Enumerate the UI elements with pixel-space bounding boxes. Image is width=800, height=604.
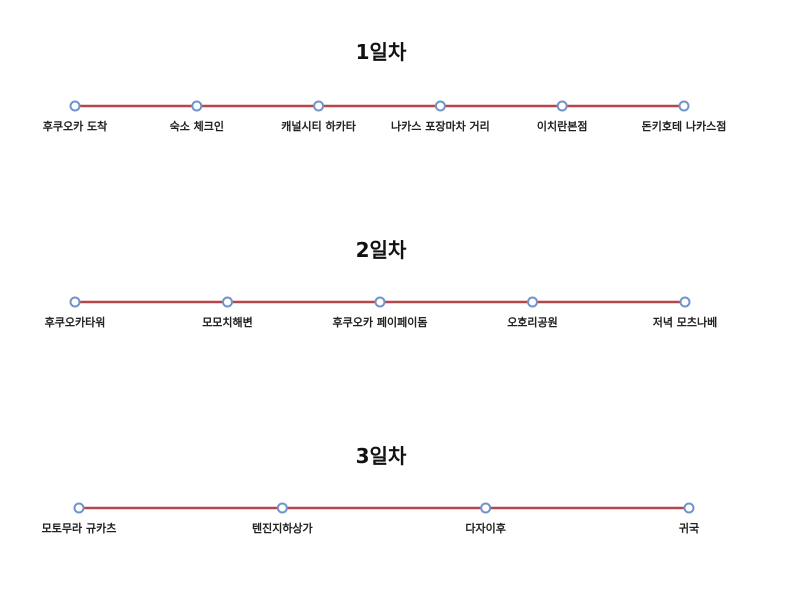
stop-node xyxy=(69,296,81,308)
stop-label: 캐널시티 하카타 xyxy=(281,119,357,133)
stop-label: 나카스 포장마차 거리 xyxy=(391,119,490,133)
stop-node xyxy=(313,100,325,112)
day-title: 3일차 xyxy=(356,444,407,468)
stop-node xyxy=(527,296,538,308)
stop-label: 후쿠오카 페이페이돔 xyxy=(333,315,428,329)
stop-label: 텐진지하상가 xyxy=(252,521,313,535)
stop-label: 숙소 체크인 xyxy=(170,119,224,133)
stop-node xyxy=(678,100,690,112)
day-title: 1일차 xyxy=(356,40,407,64)
stop-node xyxy=(683,502,695,514)
stop-label: 모토무라 규카츠 xyxy=(42,521,117,535)
stop-label: 다자이후 xyxy=(465,521,505,535)
stop-node xyxy=(276,502,288,514)
stop-label: 후쿠오카타워 xyxy=(45,315,106,329)
stop-node xyxy=(480,502,492,514)
stop-label: 이치란본점 xyxy=(537,119,588,133)
stop-node xyxy=(679,296,691,308)
stop-node xyxy=(434,100,446,112)
stop-node xyxy=(556,100,568,112)
stop-label: 저녁 모츠나베 xyxy=(653,315,718,329)
stop-node xyxy=(222,296,233,308)
stop-label: 오호리공원 xyxy=(507,315,558,329)
stop-node xyxy=(374,296,386,308)
stop-node xyxy=(73,502,85,514)
stop-label: 모모치해변 xyxy=(202,315,253,329)
stop-label: 후쿠오카 도착 xyxy=(43,119,108,133)
stop-label: 귀국 xyxy=(679,521,699,535)
stop-node xyxy=(191,100,203,112)
stop-node xyxy=(69,100,81,112)
stop-label: 돈키호테 나카스점 xyxy=(642,119,727,133)
day-title: 2일차 xyxy=(356,238,407,262)
